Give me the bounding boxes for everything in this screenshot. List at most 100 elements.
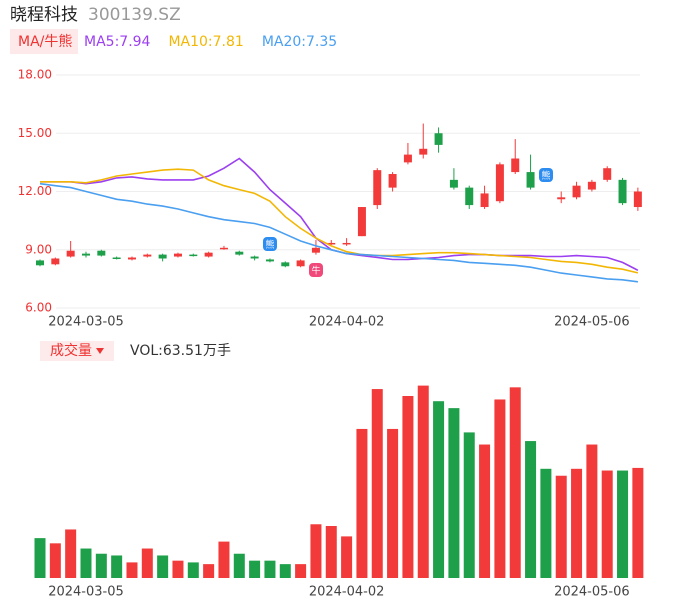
candle-body <box>112 257 121 260</box>
legend-entry: MA10:7.81 <box>168 34 243 50</box>
volume-bar <box>65 529 77 578</box>
candle-body <box>403 154 412 163</box>
volume-bar <box>601 470 613 578</box>
candle-body <box>143 254 152 257</box>
x-tick-label: 2024-03-05 <box>48 585 124 600</box>
candle-body <box>618 179 627 204</box>
candle-body <box>342 242 351 245</box>
candle-body <box>281 262 290 267</box>
volume-bar <box>494 399 506 578</box>
signal-label: 熊 <box>541 170 550 182</box>
signal-badge <box>263 237 277 251</box>
volume-bar <box>187 562 199 578</box>
candle-body <box>572 185 581 198</box>
volume-bar <box>417 385 429 578</box>
volume-tab-bg[interactable] <box>40 341 114 361</box>
volume-bar <box>126 562 138 578</box>
volume-bar <box>80 548 92 578</box>
volume-bar <box>540 468 552 578</box>
candle-body <box>158 254 167 259</box>
candle-body <box>357 207 366 237</box>
volume-bar <box>402 396 414 578</box>
candle-body <box>36 260 44 266</box>
candle-body <box>189 254 198 257</box>
candle-body <box>204 252 213 257</box>
volume-bar <box>264 560 276 578</box>
ma-tab-bg[interactable] <box>10 29 78 54</box>
y-tick-label: 9.00 <box>25 242 52 256</box>
candle-body <box>127 257 136 260</box>
candle-body <box>373 170 382 206</box>
candle-body <box>327 242 336 245</box>
stock-code: 300139.SZ <box>88 5 181 25</box>
candle-body <box>557 197 566 200</box>
volume-bar <box>479 444 491 578</box>
x-tick-label: 2024-04-02 <box>309 585 385 600</box>
candle-body <box>633 191 642 208</box>
candle-body <box>587 181 596 190</box>
volume-bar <box>95 553 107 578</box>
volume-bar <box>509 387 521 578</box>
candle-body <box>235 251 244 255</box>
volume-bar <box>172 560 184 578</box>
candle-body <box>419 148 428 155</box>
volume-bar <box>310 524 322 578</box>
x-tick-label: 2024-05-06 <box>554 315 630 330</box>
x-tick-label: 2024-03-05 <box>48 315 124 330</box>
candle-body <box>388 174 397 188</box>
candle-body <box>495 164 504 202</box>
candle-body <box>511 158 520 173</box>
candle-body <box>480 193 489 208</box>
signal-label: 熊 <box>265 239 274 251</box>
candle-body <box>465 187 474 206</box>
candle-body <box>81 253 90 256</box>
ma-line <box>39 182 639 283</box>
candle-body <box>250 256 259 259</box>
legend-entry: MA20:7.35 <box>262 34 337 50</box>
x-tick-label: 2024-04-02 <box>309 315 385 330</box>
candle-body <box>296 260 305 267</box>
legend-entry: MA5:7.94 <box>84 34 151 50</box>
volume-tab[interactable]: 成交量 <box>50 342 92 359</box>
candle-body <box>265 259 274 262</box>
y-tick-label: 18.00 <box>18 68 52 82</box>
x-tick-label: 2024-05-06 <box>554 585 630 600</box>
volume-bar <box>341 536 353 578</box>
candle-body <box>51 258 60 265</box>
volume-bar <box>632 467 644 578</box>
volume-bar <box>279 564 291 578</box>
dropdown-arrow[interactable] <box>96 348 104 354</box>
ma-tab[interactable]: MA/牛熊 <box>18 34 72 50</box>
stock-name: 晓程科技 <box>10 5 78 25</box>
candle-body <box>97 250 106 256</box>
volume-bar <box>356 428 368 578</box>
signal-label: 牛 <box>311 265 320 277</box>
volume-bar <box>448 408 460 578</box>
y-tick-label: 6.00 <box>25 301 52 315</box>
volume-legend: VOL:63.51万手 <box>130 343 231 359</box>
y-tick-label: 12.00 <box>18 184 52 198</box>
volume-bar <box>49 543 61 578</box>
volume-bar <box>111 555 123 578</box>
volume-bar <box>157 555 169 578</box>
volume-bar <box>295 564 307 578</box>
volume-bar <box>463 432 475 578</box>
candle-body <box>219 247 228 250</box>
candle-body <box>526 172 535 188</box>
candle-body <box>173 253 182 257</box>
volume-bar <box>586 444 598 578</box>
signal-badge <box>539 168 553 182</box>
candle-body <box>434 133 443 145</box>
volume-bar <box>525 441 537 578</box>
candle-body <box>66 250 75 257</box>
ma-line <box>40 168 639 274</box>
volume-bar <box>34 538 46 578</box>
volume-bar <box>233 553 245 578</box>
volume-bar <box>371 389 383 578</box>
volume-bar <box>218 541 230 578</box>
volume-bar <box>617 470 629 578</box>
signal-badge <box>309 263 323 277</box>
volume-bar <box>325 526 337 578</box>
